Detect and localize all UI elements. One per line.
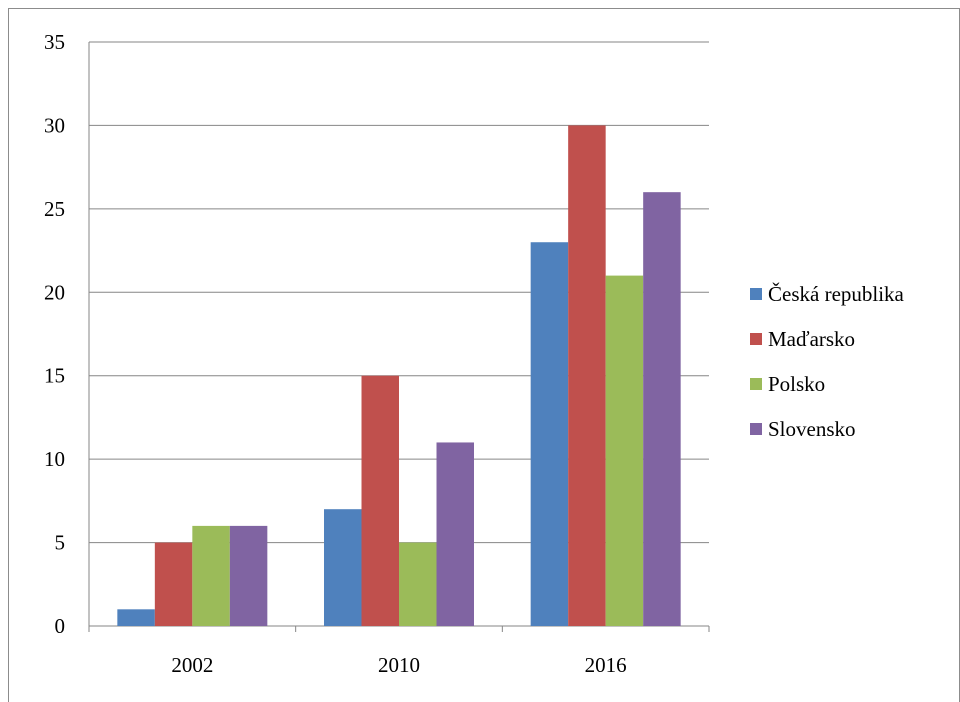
x-tick-labels: 2002 2010 2016 xyxy=(171,653,626,677)
bar-Česká republika-2002 xyxy=(117,609,155,626)
bar-Česká republika-2016 xyxy=(530,242,569,626)
legend-swatch-Maďarsko xyxy=(750,333,762,345)
x-tick-label-2016: 2016 xyxy=(585,653,627,677)
legend-label-Slovensko: Slovensko xyxy=(768,417,856,441)
legend-swatch-Česká republika xyxy=(750,288,762,300)
y-tick-label-0: 0 xyxy=(55,614,66,638)
bar-Slovensko-2002 xyxy=(229,525,268,626)
bar-Maďarsko-2010 xyxy=(361,375,399,626)
legend-swatch-Slovensko xyxy=(750,423,762,435)
y-tick-label-10: 10 xyxy=(44,447,65,471)
legend-label-Maďarsko: Maďarsko xyxy=(768,327,855,351)
y-tick-label-25: 25 xyxy=(44,197,65,221)
legend-swatch-Polsko xyxy=(750,378,762,390)
legend-label-Česká republika: Česká republika xyxy=(768,282,905,306)
legend: Česká republika Maďarsko Polsko Slovensko xyxy=(750,282,905,441)
y-tick-labels: 0 5 10 15 20 25 30 35 xyxy=(44,30,65,638)
y-tick-label-20: 20 xyxy=(44,280,65,304)
bar-Maďarsko-2016 xyxy=(568,125,606,626)
bar-Polsko-2010 xyxy=(399,542,437,626)
y-tick-label-30: 30 xyxy=(44,113,65,137)
bars xyxy=(117,125,681,626)
x-tick-label-2010: 2010 xyxy=(378,653,420,677)
bar-Maďarsko-2002 xyxy=(154,542,193,626)
bar-Česká republika-2010 xyxy=(324,509,362,626)
bar-Polsko-2002 xyxy=(192,525,230,626)
y-tick-label-5: 5 xyxy=(55,531,66,555)
legend-label-Polsko: Polsko xyxy=(768,372,825,396)
y-tick-label-15: 15 xyxy=(44,364,65,388)
bar-Polsko-2016 xyxy=(605,275,644,626)
y-tick-label-35: 35 xyxy=(44,30,65,54)
bar-Slovensko-2016 xyxy=(643,192,681,626)
bar-Slovensko-2010 xyxy=(436,442,474,626)
x-tick-label-2002: 2002 xyxy=(171,653,213,677)
